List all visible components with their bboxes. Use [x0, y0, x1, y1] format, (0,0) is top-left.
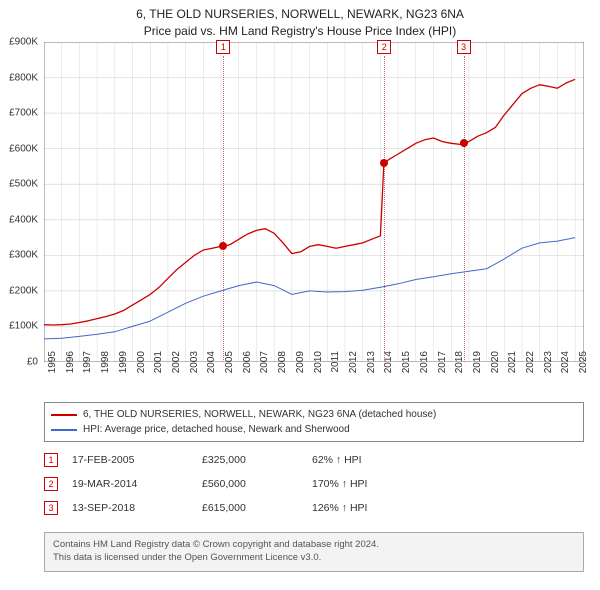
- x-tick-label: 2004: [206, 351, 217, 381]
- event-marker-line: [384, 56, 385, 362]
- chart-container: 6, THE OLD NURSERIES, NORWELL, NEWARK, N…: [0, 0, 600, 590]
- chart-area: £0£100K£200K£300K£400K£500K£600K£700K£80…: [44, 42, 584, 362]
- x-tick-label: 2008: [277, 351, 288, 381]
- y-tick-label: £600K: [0, 143, 38, 154]
- y-tick-label: £700K: [0, 108, 38, 119]
- x-tick-label: 2007: [259, 351, 270, 381]
- x-tick-label: 2009: [295, 351, 306, 381]
- sales-date-2: 19-MAR-2014: [72, 478, 202, 490]
- x-tick-label: 2000: [136, 351, 147, 381]
- x-tick-label: 2001: [153, 351, 164, 381]
- x-tick-label: 2010: [313, 351, 324, 381]
- title-subtitle: Price paid vs. HM Land Registry's House …: [0, 23, 600, 40]
- sales-table: 1 17-FEB-2005 £325,000 62% ↑ HPI 2 19-MA…: [44, 448, 584, 520]
- x-tick-label: 2020: [490, 351, 501, 381]
- sales-date-1: 17-FEB-2005: [72, 454, 202, 466]
- sales-marker-3: 3: [44, 501, 58, 515]
- x-tick-label: 2015: [401, 351, 412, 381]
- x-tick-label: 2003: [189, 351, 200, 381]
- sales-price-1: £325,000: [202, 454, 312, 466]
- event-marker-box: 2: [377, 40, 391, 54]
- x-tick-label: 2019: [472, 351, 483, 381]
- x-tick-label: 2002: [171, 351, 182, 381]
- event-marker-line: [223, 56, 224, 362]
- sales-price-3: £615,000: [202, 502, 312, 514]
- event-marker-box: 3: [457, 40, 471, 54]
- x-tick-label: 1998: [100, 351, 111, 381]
- sales-marker-2: 2: [44, 477, 58, 491]
- x-tick-label: 2005: [224, 351, 235, 381]
- y-tick-label: £500K: [0, 179, 38, 190]
- x-tick-label: 1996: [65, 351, 76, 381]
- legend-label-hpi: HPI: Average price, detached house, Newa…: [83, 422, 350, 437]
- legend-label-property: 6, THE OLD NURSERIES, NORWELL, NEWARK, N…: [83, 407, 436, 422]
- x-tick-label: 2012: [348, 351, 359, 381]
- legend-item-property: 6, THE OLD NURSERIES, NORWELL, NEWARK, N…: [51, 407, 577, 422]
- x-tick-label: 2006: [242, 351, 253, 381]
- sales-marker-1: 1: [44, 453, 58, 467]
- x-tick-label: 2022: [525, 351, 536, 381]
- y-tick-label: £400K: [0, 214, 38, 225]
- x-tick-label: 1997: [82, 351, 93, 381]
- y-tick-label: £800K: [0, 72, 38, 83]
- title-block: 6, THE OLD NURSERIES, NORWELL, NEWARK, N…: [0, 0, 600, 40]
- sales-delta-3: 126% ↑ HPI: [312, 502, 584, 514]
- y-tick-label: £100K: [0, 321, 38, 332]
- price-dot: [219, 242, 227, 250]
- sales-price-2: £560,000: [202, 478, 312, 490]
- x-tick-label: 2016: [419, 351, 430, 381]
- x-tick-label: 2023: [543, 351, 554, 381]
- attribution-footer: Contains HM Land Registry data © Crown c…: [44, 532, 584, 572]
- sales-row-1: 1 17-FEB-2005 £325,000 62% ↑ HPI: [44, 448, 584, 472]
- sales-delta-2: 170% ↑ HPI: [312, 478, 584, 490]
- y-tick-label: £0: [0, 357, 38, 368]
- y-tick-label: £200K: [0, 285, 38, 296]
- sales-row-3: 3 13-SEP-2018 £615,000 126% ↑ HPI: [44, 496, 584, 520]
- x-tick-label: 1995: [47, 351, 58, 381]
- y-tick-label: £900K: [0, 37, 38, 48]
- x-tick-label: 2024: [560, 351, 571, 381]
- x-tick-label: 2011: [330, 351, 341, 381]
- x-tick-label: 1999: [118, 351, 129, 381]
- event-marker-box: 1: [216, 40, 230, 54]
- legend-item-hpi: HPI: Average price, detached house, Newa…: [51, 422, 577, 437]
- chart-svg: [44, 42, 584, 362]
- sales-delta-1: 62% ↑ HPI: [312, 454, 584, 466]
- footer-line-2: This data is licensed under the Open Gov…: [53, 552, 575, 565]
- x-tick-label: 2025: [578, 351, 589, 381]
- sales-date-3: 13-SEP-2018: [72, 502, 202, 514]
- y-tick-label: £300K: [0, 250, 38, 261]
- price-dot: [380, 159, 388, 167]
- legend-swatch-property: [51, 414, 77, 416]
- price-dot: [460, 139, 468, 147]
- x-tick-label: 2021: [507, 351, 518, 381]
- title-address: 6, THE OLD NURSERIES, NORWELL, NEWARK, N…: [0, 6, 600, 23]
- sales-row-2: 2 19-MAR-2014 £560,000 170% ↑ HPI: [44, 472, 584, 496]
- legend: 6, THE OLD NURSERIES, NORWELL, NEWARK, N…: [44, 402, 584, 442]
- event-marker-line: [464, 56, 465, 362]
- x-tick-label: 2017: [437, 351, 448, 381]
- x-tick-label: 2013: [366, 351, 377, 381]
- legend-swatch-hpi: [51, 429, 77, 431]
- footer-line-1: Contains HM Land Registry data © Crown c…: [53, 539, 575, 552]
